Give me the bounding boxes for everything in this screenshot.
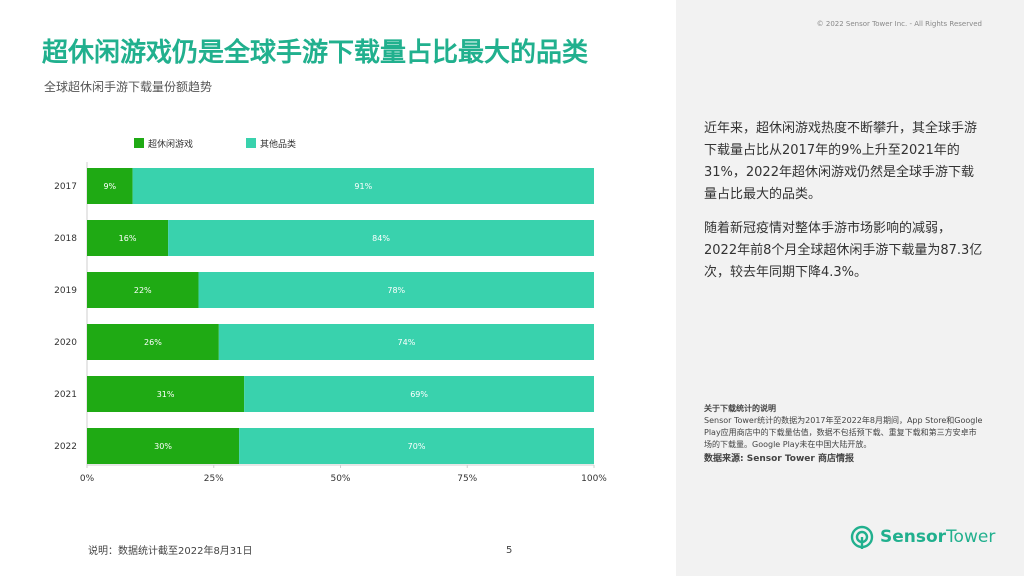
x-tick-label: 75% (457, 474, 477, 484)
legend-label-0: 超休闲游戏 (148, 138, 193, 150)
chart-subtitle: 全球超休闲手游下载量份额趋势 (44, 80, 213, 94)
x-tick-label: 100% (581, 474, 607, 484)
stacked-bar-chart: 超休闲游戏 其他品类 2017 9% 91% 2018 16% 84% 2019 22% 78% 20… (54, 138, 607, 484)
legend-label-1: 其他品类 (260, 138, 296, 150)
download-note: 关于下载统计的说明 Sensor Tower统计的数据为2017年至2022年8… (704, 403, 984, 465)
bar-hyper-casual (87, 168, 133, 204)
insight-paragraph-2: 随着新冠疫情对整体手游市场影响的减弱，2022年前8个月全球超休闲手游下载量为8… (704, 221, 983, 280)
data-label: 16% (119, 234, 137, 243)
bar-other (198, 272, 595, 308)
data-label: 9% (103, 182, 116, 191)
bar-hyper-casual (87, 220, 169, 256)
bar-other (168, 220, 594, 256)
y-tick-label: 2022 (54, 442, 77, 452)
data-label: 31% (157, 390, 175, 399)
copyright: © 2022 Sensor Tower Inc. - All Rights Re… (816, 20, 982, 28)
legend-swatch-1 (246, 138, 256, 148)
data-label: 30% (154, 442, 172, 451)
note-body: Sensor Tower统计的数据为2017年至2022年8月期间，App St… (704, 416, 983, 449)
data-label: 70% (408, 442, 426, 451)
sensor-tower-logo-icon (850, 525, 874, 549)
data-label: 69% (410, 390, 428, 399)
data-label: 22% (134, 286, 152, 295)
logo-text-bold: Sensor (880, 527, 947, 547)
x-tick-label: 50% (330, 474, 350, 484)
logo-text-light: Tower (946, 527, 996, 547)
insight-paragraph-1: 近年来，超休闲游戏热度不断攀升，其全球手游下载量占比从2017年的9%上升至20… (704, 121, 978, 202)
y-tick-label: 2021 (54, 390, 77, 400)
data-label: 26% (144, 338, 162, 347)
bar-hyper-casual (87, 428, 240, 464)
y-tick-label: 2018 (54, 234, 77, 244)
y-tick-label: 2019 (54, 286, 77, 296)
bar-hyper-casual (87, 272, 199, 308)
note-title: 关于下载统计的说明 (704, 404, 776, 413)
bar-other (132, 168, 594, 204)
data-label: 91% (354, 182, 372, 191)
bar-other (244, 376, 595, 412)
y-tick-label: 2017 (54, 182, 77, 192)
x-tick-label: 0% (80, 474, 95, 484)
footnote: 说明：数据统计截至2022年8月31日 (88, 546, 253, 557)
bar-other (239, 428, 594, 464)
page-number: 5 (506, 545, 513, 556)
sensor-tower-logo: SensorTower (850, 524, 995, 550)
page-title: 超休闲游戏仍是全球手游下载量占比最大的品类 (42, 38, 589, 68)
data-label: 78% (387, 286, 405, 295)
data-label: 74% (398, 338, 416, 347)
x-tick-label: 25% (204, 474, 224, 484)
data-label: 84% (372, 234, 390, 243)
y-tick-label: 2020 (54, 338, 77, 348)
bar-hyper-casual (87, 376, 245, 412)
right-panel (676, 0, 1024, 576)
logo-text: SensorTower (880, 527, 995, 547)
bar-hyper-casual (87, 324, 219, 360)
legend-swatch-0 (134, 138, 144, 148)
bar-other (218, 324, 594, 360)
data-source: 数据来源: Sensor Tower 商店情报 (704, 454, 854, 464)
